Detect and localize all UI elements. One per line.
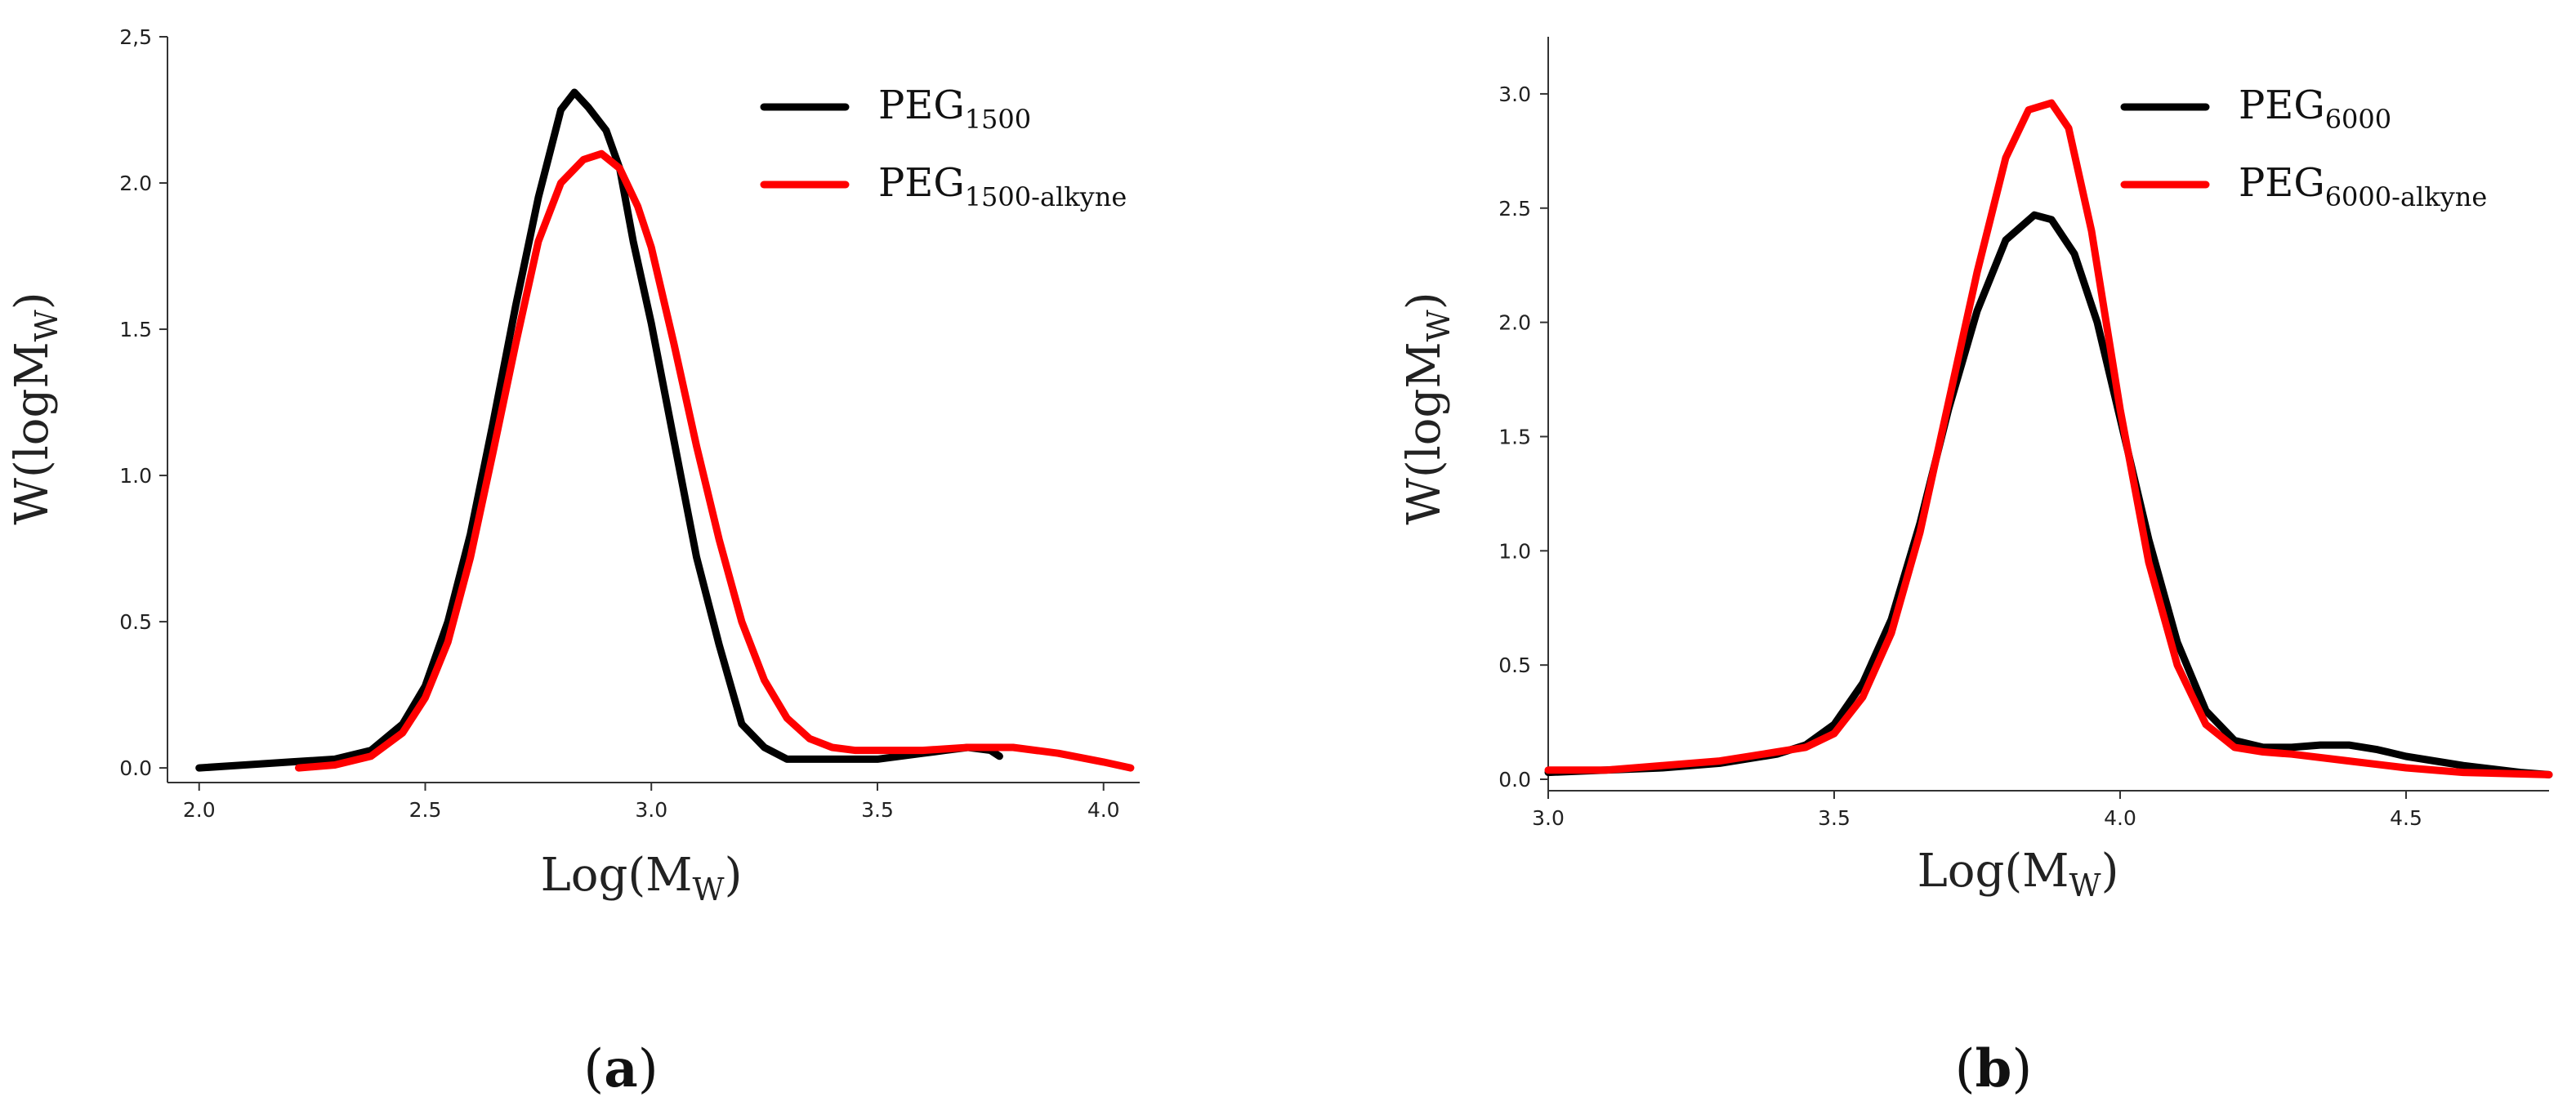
y-axis-title-close: ) xyxy=(6,292,59,310)
y-axis-title-sub: W xyxy=(1421,310,1457,341)
x-tick-label: 2.0 xyxy=(183,798,216,822)
panel-label-close: ) xyxy=(2011,1039,2032,1099)
y-tick-label: 1.0 xyxy=(1498,539,1531,563)
x-axis-title-main: Log(M xyxy=(1917,845,2069,898)
y-tick-label: 2.5 xyxy=(1498,197,1531,221)
y-tick-label: 0.5 xyxy=(1498,653,1531,677)
panel-label-open: ( xyxy=(1955,1039,1976,1099)
legend-label-main: PEG xyxy=(2239,160,2325,206)
panel-label-open: ( xyxy=(583,1039,604,1099)
x-axis-title-close: ) xyxy=(725,849,743,902)
y-axis-title: W(logMW) xyxy=(1398,292,1457,524)
y-axis-title-sub: W xyxy=(29,310,65,341)
y-tick-label: 1.5 xyxy=(119,318,152,341)
legend-label: PEG1500-alkyne xyxy=(878,160,1127,212)
legend-label-sub: 6000-alkyne xyxy=(2325,181,2488,212)
y-tick-label: 1.0 xyxy=(119,464,152,488)
x-tick-label: 3.5 xyxy=(1818,806,1851,830)
x-tick-label: 4.5 xyxy=(2390,806,2422,830)
legend-label-main: PEG xyxy=(2239,83,2325,128)
chart-panel-b: 3.0 3.5 4.0 4.50.00.51.01.52.02.53.0Log(MW)… xyxy=(1398,37,2553,1099)
x-axis-title-close: ) xyxy=(2101,845,2119,898)
panel-label-letter: b xyxy=(1976,1038,2012,1099)
y-tick-label: 0.0 xyxy=(119,756,152,780)
legend-label-main: PEG xyxy=(878,160,965,206)
y-tick-label: 2.0 xyxy=(1498,311,1531,335)
legend-label: PEG1500 xyxy=(878,83,1031,135)
y-tick-label: 2,5 xyxy=(119,25,152,49)
y-axis-title-main: W(logM xyxy=(1398,341,1451,524)
y-tick-label: 1.5 xyxy=(1498,425,1531,448)
panel-label-letter: a xyxy=(604,1038,637,1099)
legend-label-sub: 6000 xyxy=(2325,104,2391,135)
y-axis-title-main: W(logM xyxy=(6,341,59,524)
legend-label-main: PEG xyxy=(878,83,965,128)
series-line-1500-alkyne xyxy=(295,149,1135,772)
panel-label: (a) xyxy=(583,1038,658,1099)
x-axis-title-sub: W xyxy=(693,872,725,908)
x-tick-label: 4.0 xyxy=(2104,806,2136,830)
series-line-6000-alkyne xyxy=(1544,99,2553,778)
x-axis-title-sub: W xyxy=(2069,867,2101,903)
x-axis-title-main: Log(M xyxy=(541,849,693,902)
y-tick-label: 0.0 xyxy=(1498,768,1531,792)
x-tick-label: 2.5 xyxy=(409,798,442,822)
panel-label-close: ) xyxy=(638,1039,659,1099)
panel-label: (b) xyxy=(1955,1038,2033,1099)
x-tick-label: 4.0 xyxy=(1087,798,1120,822)
chart-panel-a: 2.0 2.5 3.0 3.5 4.00.00.51.01.52.02,5Log(MW)… xyxy=(6,25,1140,1099)
series-line-6000 xyxy=(1544,211,2553,778)
legend-label-sub: 1500-alkyne xyxy=(965,181,1127,212)
series-line-1500 xyxy=(195,88,1003,772)
y-tick-label: 0.5 xyxy=(119,610,152,634)
y-tick-label: 2.0 xyxy=(119,172,152,195)
y-axis-title: W(logMW) xyxy=(6,292,65,524)
y-tick-label: 3.0 xyxy=(1498,83,1531,106)
x-tick-label: 3.5 xyxy=(861,798,894,822)
x-axis-title: Log(MW) xyxy=(541,849,743,908)
x-tick-label: 3.0 xyxy=(635,798,667,822)
x-axis-title: Log(MW) xyxy=(1917,845,2119,903)
legend-label-sub: 1500 xyxy=(965,104,1031,135)
legend-label: PEG6000 xyxy=(2239,83,2391,135)
y-axis-title-close: ) xyxy=(1398,292,1451,310)
legend-label: PEG6000-alkyne xyxy=(2239,160,2487,212)
x-tick-label: 3.0 xyxy=(1532,806,1565,830)
